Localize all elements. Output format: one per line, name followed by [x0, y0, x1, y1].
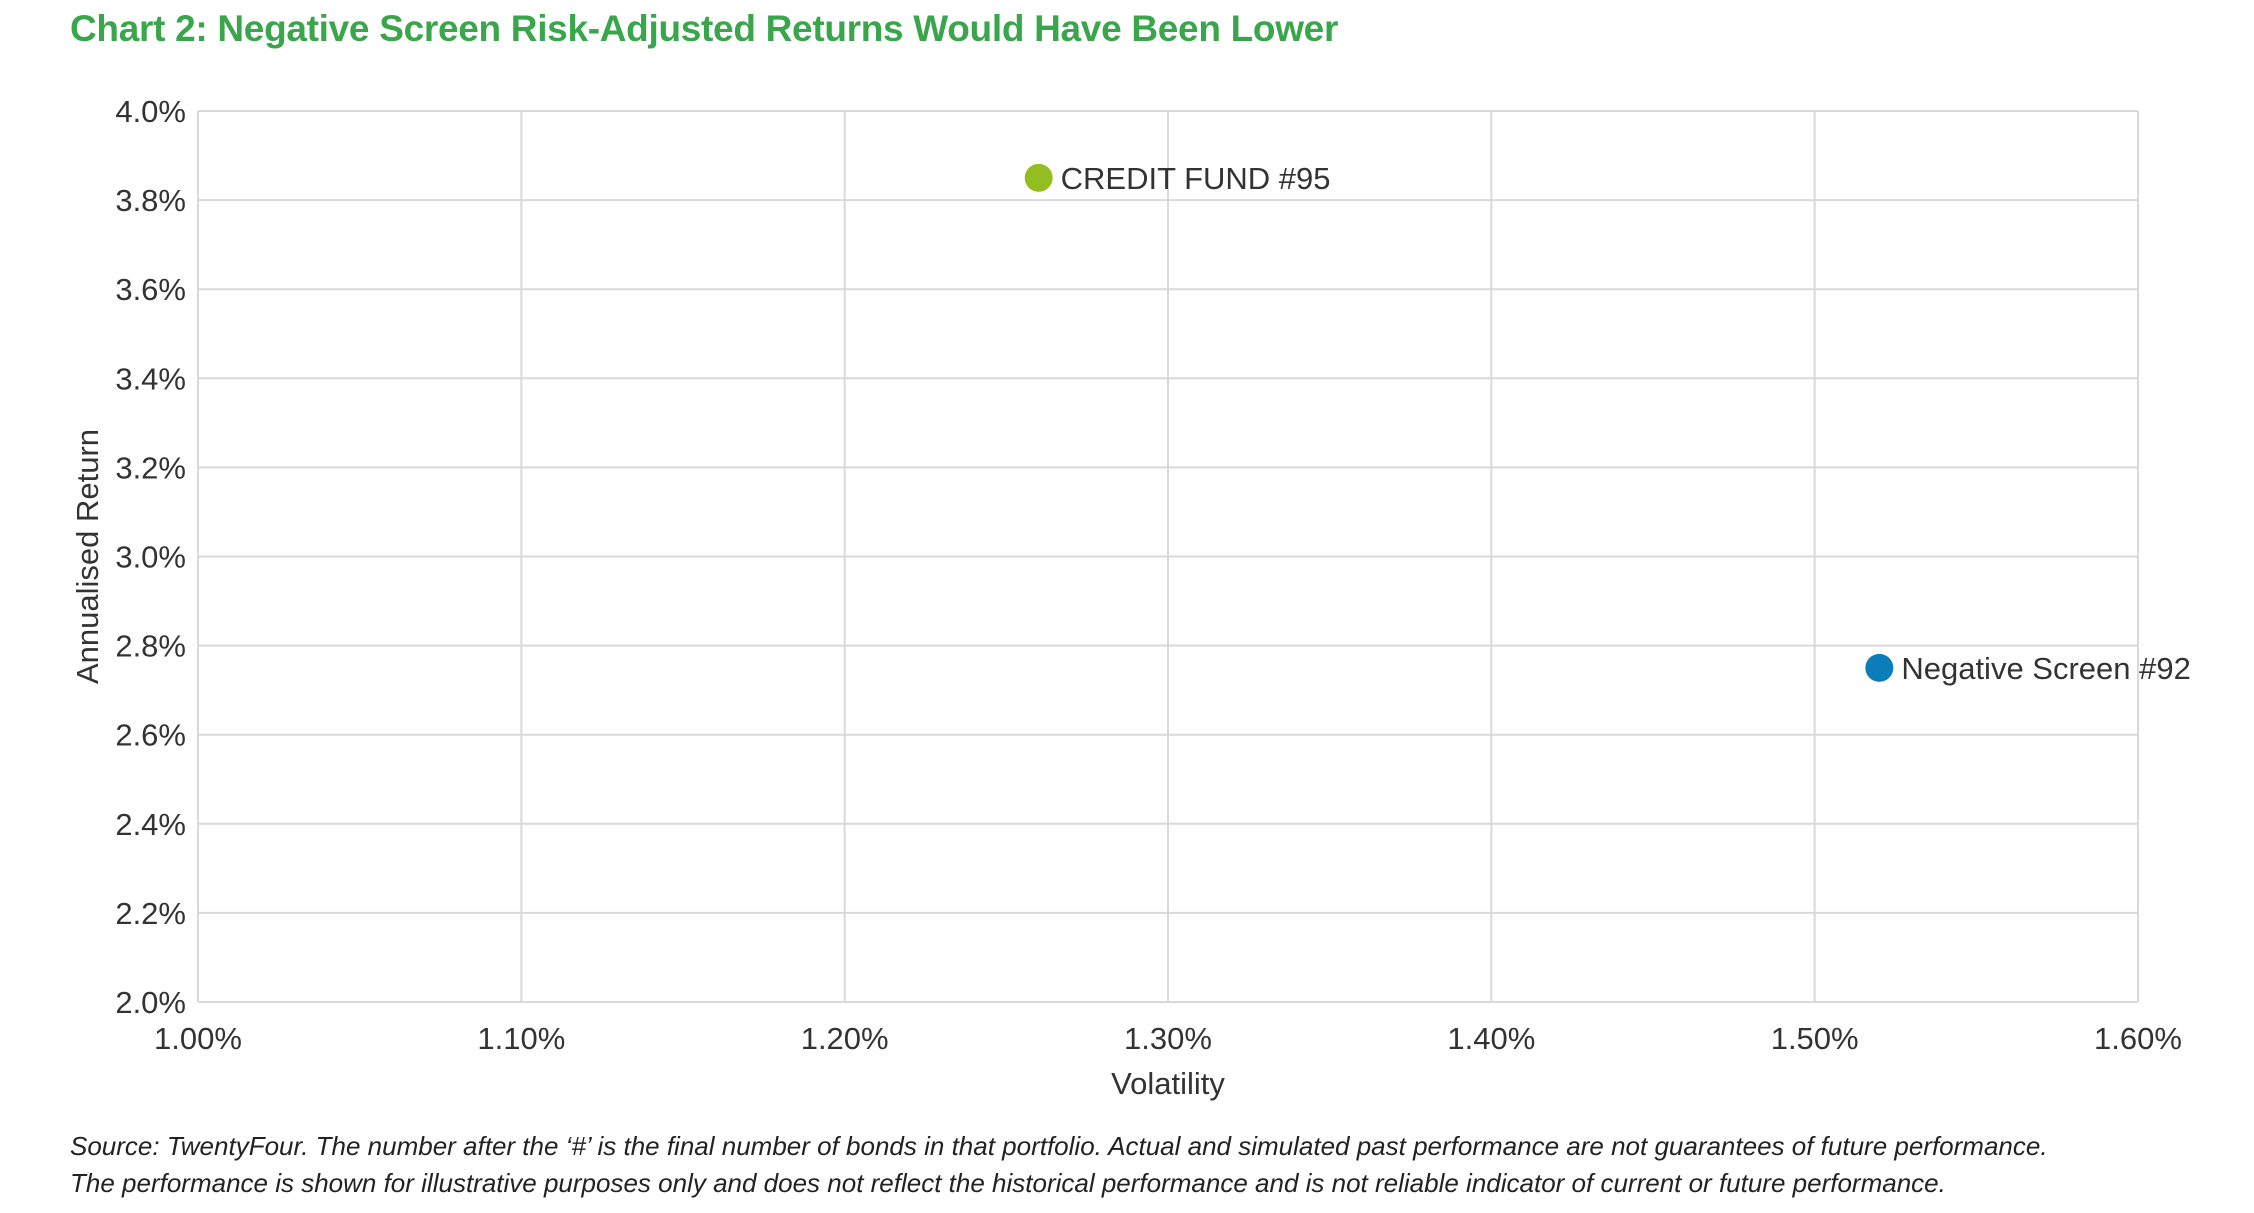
y-axis-ticks: 2.0% 2.2% 2.4% 2.6% 2.8% 3.0% 3.2% 3.4% 3.6% 3.8%…	[115, 94, 186, 1020]
y-tick-label: 4.0%	[115, 94, 186, 129]
data-point-label: CREDIT FUND #95	[1061, 161, 1331, 196]
x-tick-label: 1.60%	[2094, 1021, 2182, 1056]
data-point-label: Negative Screen #92	[1901, 651, 2191, 686]
y-tick-label: 2.2%	[115, 896, 186, 931]
x-tick-label: 1.50%	[1771, 1021, 1859, 1056]
y-tick-label: 2.6%	[115, 718, 186, 753]
x-tick-label: 1.40%	[1447, 1021, 1535, 1056]
y-tick-label: 2.0%	[115, 985, 186, 1020]
source-note: Source: TwentyFour. The number after the…	[70, 1128, 2182, 1202]
x-tick-label: 1.00%	[154, 1021, 242, 1056]
y-tick-label: 3.0%	[115, 540, 186, 575]
source-line: Source: TwentyFour. The number after the…	[70, 1131, 2048, 1161]
x-axis-label: Volatility	[1111, 1066, 1225, 1101]
data-point	[1024, 163, 1053, 192]
data-points: CREDIT FUND #95 Negative Screen #92	[1024, 161, 2191, 686]
y-tick-label: 3.6%	[115, 272, 186, 307]
y-tick-label: 2.4%	[115, 807, 186, 842]
y-tick-label: 3.2%	[115, 450, 186, 485]
x-tick-label: 1.20%	[801, 1021, 889, 1056]
chart-title: Chart 2: Negative Screen Risk-Adjusted R…	[70, 8, 1339, 49]
y-tick-label: 3.8%	[115, 183, 186, 218]
x-tick-label: 1.30%	[1124, 1021, 1212, 1056]
x-tick-label: 1.10%	[477, 1021, 565, 1056]
y-tick-label: 2.8%	[115, 629, 186, 664]
y-tick-label: 3.4%	[115, 361, 186, 396]
x-axis-ticks: 1.00% 1.10% 1.20% 1.30% 1.40% 1.50% 1.60%	[154, 1021, 2182, 1056]
gridlines	[197, 110, 2139, 1003]
source-line: The performance is shown for illustrativ…	[70, 1168, 1946, 1198]
data-point	[1865, 653, 1894, 682]
y-axis-label: Annualised Return	[70, 429, 105, 684]
